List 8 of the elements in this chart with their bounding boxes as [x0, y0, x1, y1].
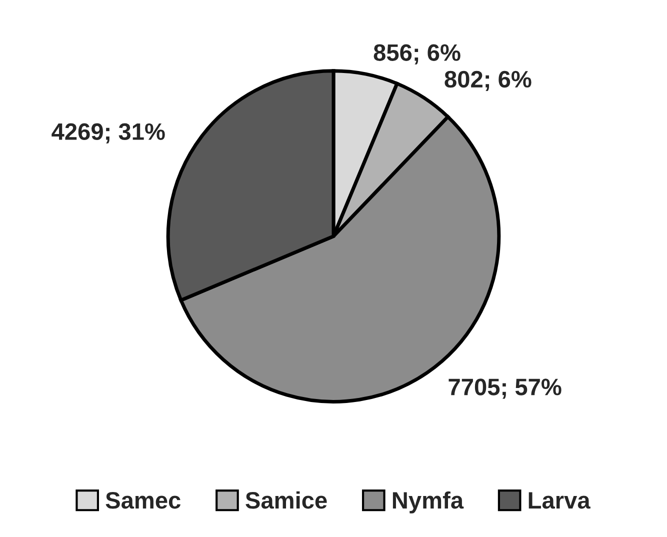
legend-label: Samice	[246, 491, 327, 509]
data-label: 856; 6%	[374, 44, 460, 64]
legend-label: Samec	[106, 492, 180, 509]
legend-label: Nymfa	[392, 491, 464, 514]
data-label: 4269; 31%	[52, 123, 165, 144]
legend-label: Larva	[528, 492, 590, 509]
data-label: 802; 6%	[444, 70, 532, 92]
data-label: 7705; 57%	[448, 378, 562, 399]
